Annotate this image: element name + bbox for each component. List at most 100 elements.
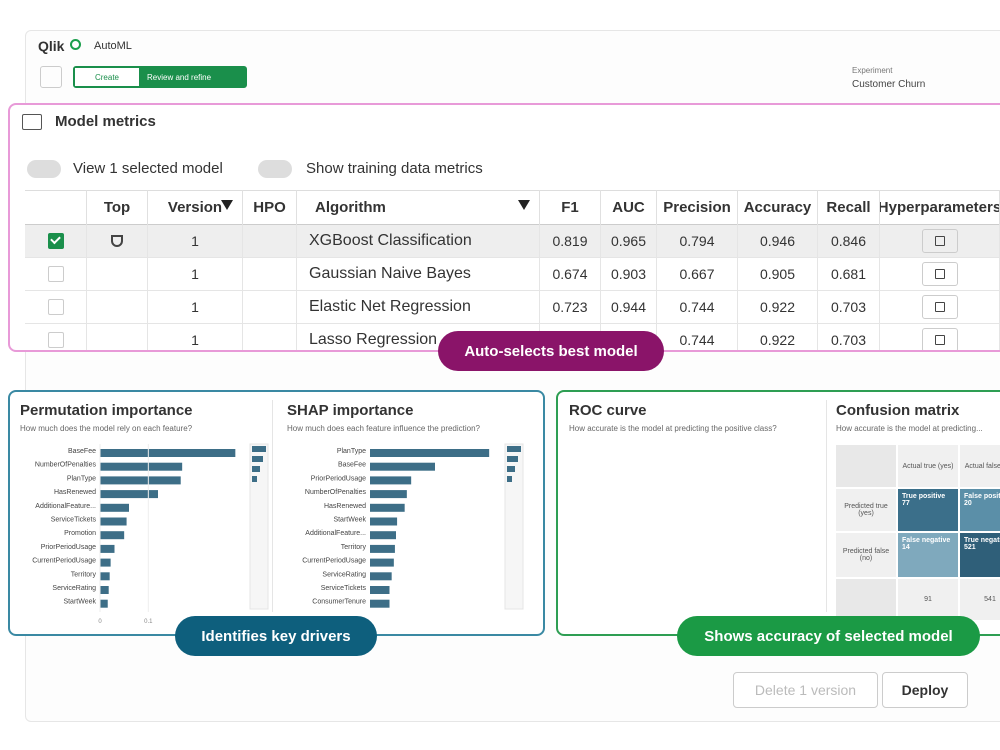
- hyperparameters-button[interactable]: [921, 262, 958, 286]
- delete-button[interactable]: Delete 1 version: [733, 672, 878, 708]
- feature-label: ServiceRating: [322, 571, 366, 578]
- feature-label: AdditionalFeature...: [305, 530, 366, 537]
- bar: [100, 544, 115, 553]
- feature-label: CurrentPeriodUsage: [302, 558, 366, 565]
- cm-cell-label: False positive: [964, 493, 1000, 500]
- cm-cell-label: False negative: [902, 537, 951, 544]
- cm-corner: [836, 579, 896, 620]
- open-icon: [934, 236, 945, 246]
- hyperparameters-button[interactable]: [921, 328, 958, 350]
- cell: [87, 225, 148, 258]
- column-header: Top: [87, 190, 148, 225]
- divider: [826, 400, 827, 612]
- row-highlight: [25, 225, 1000, 258]
- panel-subtitle: How accurate is the model at predicting …: [569, 424, 777, 433]
- cell: 0.703: [818, 291, 880, 324]
- panel-title: Model metrics: [55, 113, 156, 130]
- version: 1: [191, 332, 199, 348]
- bar: [100, 449, 236, 457]
- cell: 1: [148, 324, 243, 350]
- overview-bar: [507, 446, 521, 452]
- cell: 0.667: [657, 258, 738, 291]
- version: 1: [191, 299, 199, 315]
- bar: [100, 531, 125, 540]
- cm-total: 541: [960, 579, 1000, 620]
- cell: [25, 324, 87, 350]
- cell: [880, 324, 1000, 350]
- hyperparameters-button[interactable]: [921, 295, 958, 319]
- column-label: Actual true (yes): [898, 445, 958, 487]
- filter-icon[interactable]: [518, 200, 530, 210]
- bar: [370, 544, 395, 553]
- overview-bar: [507, 456, 518, 462]
- bar: [370, 476, 412, 485]
- column-header: Algorithm: [297, 190, 540, 225]
- cell: 0.903: [601, 258, 657, 291]
- metric-value: 0.744: [679, 299, 715, 315]
- x-tick-label: 0.1: [144, 619, 153, 625]
- checkbox[interactable]: [47, 266, 64, 282]
- cell: [25, 225, 87, 258]
- cell: Gaussian Naive Bayes: [297, 258, 540, 291]
- app-name: AutoML: [94, 40, 132, 52]
- metric-value: 0.905: [759, 266, 796, 282]
- column-header: F1: [540, 190, 601, 225]
- deploy-button[interactable]: Deploy: [882, 672, 968, 708]
- cell: 0.946: [738, 225, 818, 258]
- cell: 0.674: [540, 258, 601, 291]
- filter-icon[interactable]: [221, 200, 233, 210]
- cell: 0.744: [657, 324, 738, 350]
- bar: [370, 462, 435, 471]
- logo-mark: [70, 39, 81, 50]
- panel-title: Permutation importance: [20, 402, 193, 419]
- bar: [370, 531, 396, 540]
- column-header: Precision: [657, 190, 738, 225]
- bar: [100, 558, 111, 567]
- feature-label: HasRenewed: [324, 503, 366, 510]
- experiment-name: Customer Churn: [852, 79, 926, 90]
- feature-label: PlanType: [67, 475, 96, 482]
- algorithm: Lasso Regression: [309, 331, 438, 348]
- header-cell: [25, 190, 87, 225]
- cm-cell-label: True positive: [902, 493, 946, 500]
- flask-button[interactable]: [40, 66, 62, 88]
- metric-value: 0.674: [552, 266, 588, 282]
- cm-cell-value: 77: [902, 500, 910, 507]
- toggle[interactable]: [27, 160, 61, 178]
- bar: [370, 572, 392, 581]
- bar: [100, 517, 127, 526]
- open-icon: [934, 302, 945, 312]
- toggle-label: Show training data metrics: [306, 160, 483, 177]
- cell: [880, 225, 1000, 258]
- cell: [87, 324, 148, 350]
- feature-label: ServiceTickets: [321, 585, 367, 592]
- hyperparameters-button[interactable]: [921, 229, 958, 253]
- header-row-bg: [25, 190, 1000, 225]
- bar: [100, 586, 109, 594]
- cm-cell: False negative 14: [898, 533, 958, 577]
- feature-label: Promotion: [64, 530, 96, 537]
- callout: Auto-selects best model: [438, 331, 664, 371]
- cm-cell: True negative521: [960, 533, 1000, 577]
- toggle[interactable]: [258, 160, 292, 178]
- bar: [100, 572, 110, 581]
- shap-chart: PlanType BaseFee PriorPeriodUsage NumberOfP…: [302, 443, 524, 610]
- step[interactable]: Review and refine: [147, 72, 212, 82]
- checkbox[interactable]: [47, 233, 64, 249]
- cm-cell: True positive 77: [898, 489, 958, 531]
- overview: [249, 443, 269, 610]
- cell: [880, 258, 1000, 291]
- checkbox[interactable]: [47, 332, 64, 348]
- cm-cell: False positive20: [960, 489, 1000, 531]
- open-icon: [934, 269, 945, 279]
- checkbox[interactable]: [47, 299, 64, 315]
- metric-value: 0.744: [679, 332, 715, 348]
- open-icon: [934, 335, 945, 345]
- step[interactable]: Create: [75, 68, 139, 86]
- metric-value: 0.681: [830, 266, 867, 282]
- experiment-label: Experiment: [852, 66, 893, 75]
- divider: [272, 400, 273, 612]
- feature-label: HasRenewed: [54, 489, 96, 496]
- row-label: Predicted true (yes): [836, 489, 896, 531]
